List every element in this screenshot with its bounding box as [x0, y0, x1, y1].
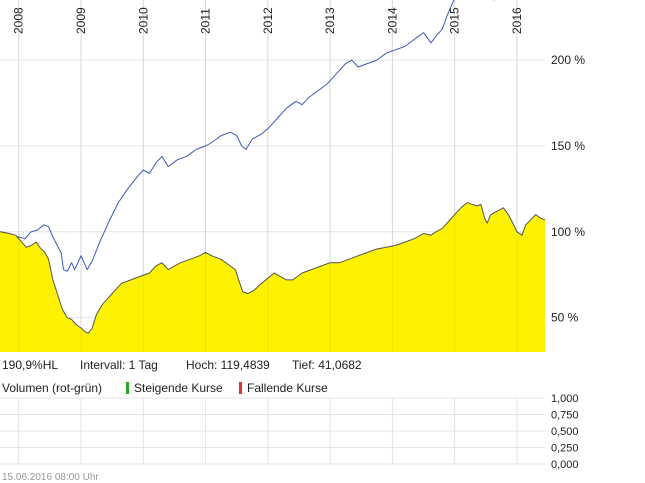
timestamp-footer: 15.06.2016 08:00 Uhr [2, 472, 99, 483]
y-tick-label: 200 % [551, 53, 585, 67]
volume-legend: Volumen (rot-grün) Steigende Kurse Falle… [2, 381, 328, 395]
low-label: Tief: 41,0682 [292, 358, 362, 372]
x-tick-label: 2009 [74, 7, 88, 34]
y-tick-label: 50 % [551, 311, 579, 325]
main-chart-series [0, 0, 546, 352]
x-axis-year-labels: 2008 2009 2010 2011 2012 2013 2014 2015 2016 [12, 7, 524, 34]
rising-legend-label: Steigende Kurse [134, 381, 223, 395]
x-tick-label: 2013 [323, 7, 337, 34]
series-line-0 [0, 0, 495, 272]
series-line-1 [0, 202, 546, 334]
volume-y-axis-labels: 1,000 0,750 0,500 0,250 0,000 [551, 393, 579, 471]
x-tick-label: 2016 [510, 7, 524, 34]
x-tick-label: 2010 [136, 7, 150, 34]
x-tick-label: 2012 [261, 7, 275, 34]
x-tick-label: 2015 [448, 7, 462, 34]
y-tick-label: 150 % [551, 139, 585, 153]
volume-y-tick-label: 0,250 [551, 443, 579, 455]
x-tick-label: 2011 [199, 8, 213, 34]
interval-label: Intervall: 1 Tag [80, 358, 158, 372]
volume-y-tick-label: 0,000 [551, 459, 579, 471]
series-area-1 [0, 202, 545, 352]
info-row: 190,9%HL Intervall: 1 Tag Hoch: 119,4839… [2, 358, 362, 372]
x-tick-label: 2008 [12, 7, 26, 34]
high-label: Hoch: 119,4839 [186, 358, 270, 372]
y-tick-label: 100 % [551, 225, 585, 239]
rising-legend-swatch [126, 382, 129, 394]
performance-label: 190,9%HL [2, 358, 58, 372]
falling-legend-swatch [239, 382, 242, 394]
falling-legend-label: Fallende Kurse [247, 381, 328, 395]
volume-title: Volumen (rot-grün) [2, 381, 102, 395]
volume-y-tick-label: 1,000 [551, 393, 579, 405]
y-axis-percent-labels: 200 % 150 % 100 % 50 % [551, 53, 585, 325]
x-tick-label: 2014 [385, 7, 399, 34]
volume-chart-grid [0, 397, 545, 465]
volume-y-tick-label: 0,750 [551, 410, 579, 422]
volume-y-tick-label: 0,500 [551, 426, 579, 438]
